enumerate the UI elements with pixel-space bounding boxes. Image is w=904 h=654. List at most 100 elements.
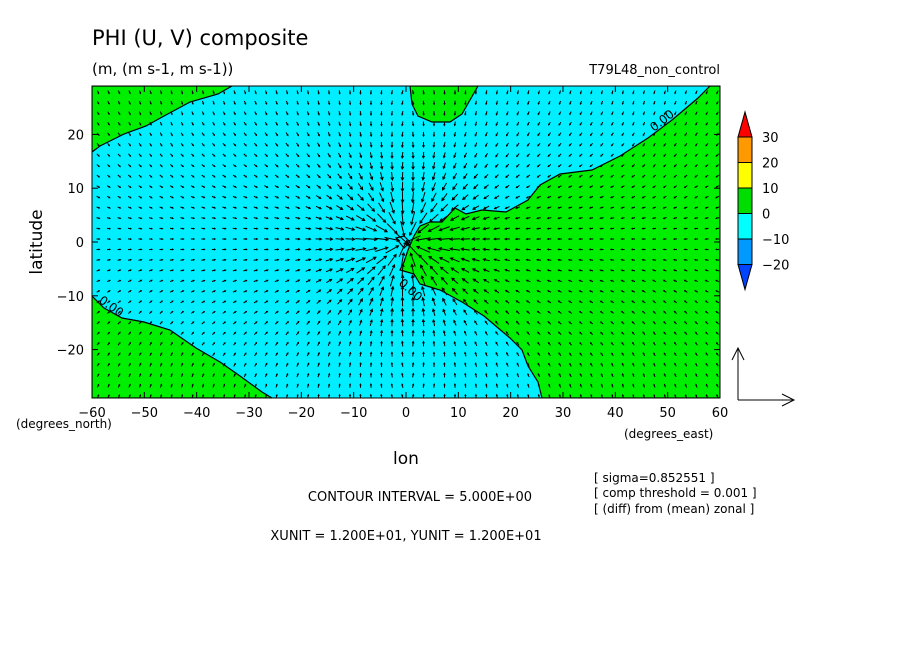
wind-vector-head	[223, 331, 226, 334]
wind-vector-head	[276, 154, 279, 158]
wind-vector-head	[391, 263, 396, 268]
wind-vector-head	[128, 373, 131, 376]
wind-vector-head	[244, 144, 247, 147]
wind-vector-head	[192, 258, 196, 261]
wind-vector-head	[663, 362, 666, 365]
wind-vector-head	[474, 123, 477, 127]
wind-vector	[390, 286, 394, 297]
wind-vector-head	[482, 216, 487, 220]
wind-vector-head	[384, 246, 389, 251]
wind-vector-head	[224, 217, 227, 220]
wind-vector	[472, 268, 480, 273]
wind-vector-head	[171, 290, 174, 293]
wind-vector	[356, 215, 365, 221]
wind-vector-head	[107, 123, 110, 126]
wind-vector-head	[139, 113, 142, 116]
wind-vector-head	[704, 290, 707, 293]
wind-vector	[453, 309, 457, 316]
wind-vector-head	[359, 134, 362, 138]
wind-vector-head	[547, 321, 550, 324]
wind-vector-head	[182, 206, 185, 209]
wind-vector-head	[506, 113, 509, 116]
wind-vector-head	[493, 258, 497, 262]
wind-vector	[365, 256, 377, 264]
wind-vector-head	[483, 299, 487, 303]
wind-vector-head	[286, 154, 289, 158]
wind-vector-head	[579, 144, 582, 147]
wind-vector-head	[149, 362, 152, 365]
wind-vector-head	[716, 113, 719, 116]
wind-vector-head	[108, 227, 112, 230]
wind-vector	[377, 265, 386, 276]
wind-vector-head	[411, 123, 415, 127]
wind-vector-head	[255, 237, 259, 241]
wind-vector-head	[505, 175, 508, 178]
wind-vector-head	[548, 352, 551, 355]
wind-vector-head	[548, 102, 551, 105]
wind-vector	[355, 248, 366, 251]
wind-vector-head	[160, 102, 163, 105]
wind-vector	[462, 194, 469, 200]
wind-vector-head	[244, 165, 248, 168]
wind-vector-head	[223, 165, 227, 168]
wind-vector-head	[212, 102, 215, 106]
wind-vector-head	[328, 341, 331, 344]
wind-vector-head	[504, 237, 508, 241]
wind-vector-head	[390, 361, 394, 365]
wind-vector-head	[108, 175, 111, 178]
wind-vector-head	[674, 362, 677, 365]
wind-vector-head	[422, 144, 425, 149]
wind-vector	[422, 181, 425, 192]
wind-vector-head	[472, 278, 476, 282]
wind-vector-head	[526, 154, 529, 158]
wind-vector-head	[526, 331, 529, 334]
wind-vector-head	[460, 268, 465, 272]
wind-vector-head	[296, 134, 299, 137]
wind-vector-head	[390, 198, 395, 204]
wind-vector-head	[494, 175, 498, 179]
wind-vector-head	[673, 186, 676, 189]
wind-vector-head	[255, 279, 259, 282]
wind-vector	[431, 182, 437, 191]
wind-vector	[410, 253, 416, 267]
wind-vector-head	[672, 248, 676, 251]
wind-vector-head	[245, 269, 248, 272]
wind-vector-head	[420, 274, 425, 279]
wind-vector-head	[118, 123, 121, 126]
wind-vector-head	[694, 154, 697, 157]
wind-vector-head	[150, 320, 153, 324]
wind-vector-head	[663, 113, 666, 116]
wind-vector-head	[191, 394, 194, 397]
wind-vector-head	[161, 269, 164, 272]
wind-vector-head	[286, 341, 289, 345]
wind-vector-head	[568, 331, 571, 334]
wind-vector	[421, 275, 426, 287]
wind-vector-head	[349, 165, 352, 169]
wind-vector-head	[484, 165, 488, 169]
wind-vector-head	[359, 155, 363, 159]
wind-vector-head	[307, 123, 310, 127]
wind-vector-head	[485, 341, 488, 344]
wind-vector-head	[642, 321, 645, 324]
wind-vector-head	[98, 227, 101, 230]
wind-vector-head	[653, 134, 656, 137]
wind-vector	[421, 286, 426, 297]
wind-vector-head	[451, 277, 455, 282]
wind-vector-head	[233, 394, 236, 397]
wind-vector-head	[714, 248, 718, 251]
wind-vector-head	[181, 102, 184, 106]
wind-vector-head	[428, 256, 433, 260]
wind-vector-head	[558, 341, 561, 345]
wind-vector	[335, 248, 344, 251]
wind-vector-head	[599, 279, 602, 282]
wind-vector-head	[161, 258, 164, 261]
wind-vector	[380, 308, 383, 317]
wind-vector-head	[328, 351, 331, 355]
wind-vector-head	[663, 165, 666, 168]
wind-vector-head	[307, 154, 310, 158]
wind-vector	[390, 191, 394, 203]
wind-vector-head	[632, 362, 635, 365]
wind-vector-head	[589, 165, 592, 168]
y-axis-label: latitude	[27, 209, 47, 274]
wind-vector	[378, 202, 385, 213]
